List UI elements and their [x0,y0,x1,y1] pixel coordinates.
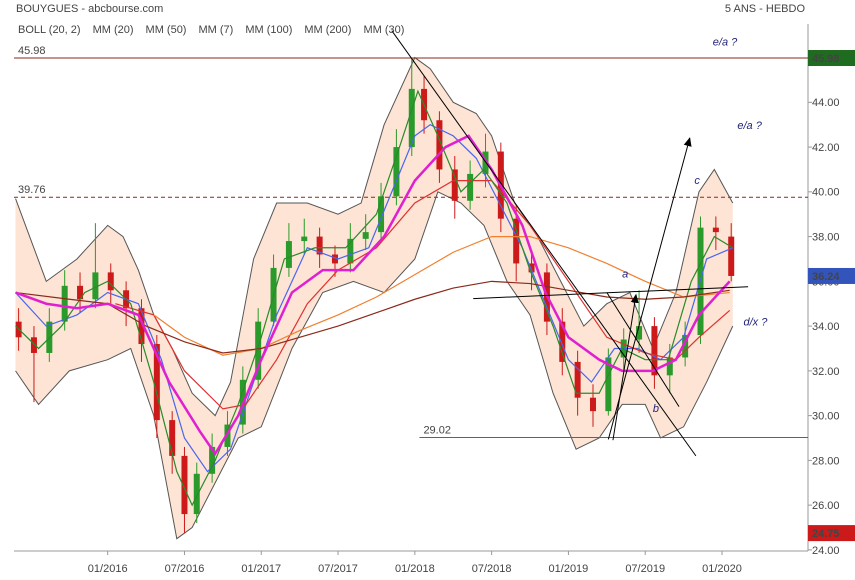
candle-body [378,196,385,233]
y-tick-label: 30.00 [812,411,840,423]
trendline [473,286,749,300]
moving-average [153,235,730,356]
candle-body [408,88,415,148]
candle-body [451,169,458,201]
candle-body [30,337,37,353]
y-tick-label: 40.00 [812,187,840,199]
trendline [391,30,697,457]
moving-average [15,280,730,354]
price-tag-label: 45.98 [812,53,840,65]
candle-body [636,326,643,340]
legend-entry: BOLL (20, 2) [18,24,81,36]
candle-body [513,218,520,264]
legend-entry: MM (7) [198,24,233,36]
moving-average [15,134,731,456]
candle-body [605,357,612,412]
y-tick-label: 44.00 [812,97,840,109]
y-tick-label: 34.00 [812,321,840,333]
legend-entry: MM (50) [146,24,187,36]
legend-entry: MM (100) [245,24,292,36]
level-label: 39.76 [18,184,46,196]
candle-body [153,344,160,421]
price-tag [808,267,855,284]
candle-body [285,241,292,268]
candle-body [712,227,719,233]
bollinger-upper [15,56,734,417]
x-tick-label: 01/2019 [549,563,589,575]
candle-body [528,263,535,273]
candle-body [331,254,338,264]
candle-body [169,420,176,456]
moving-average [15,89,734,507]
legend-entry: MM (20) [93,24,134,36]
candle-body [436,120,443,170]
annotation: d/x ? [743,316,768,328]
candle-body [77,285,84,300]
candle-body [347,238,354,264]
trendline [607,137,692,440]
candle-body [193,473,200,515]
candle-body [589,397,596,412]
price-tag [808,50,855,67]
chart-title: BOUYGUES - abcbourse.com [16,3,163,15]
candle-body [362,232,369,239]
x-tick-label: 01/2020 [702,563,742,575]
level-label: 29.02 [423,424,451,436]
x-tick-label: 01/2018 [395,563,435,575]
candle-body [209,446,216,474]
legend-entry: MM (200) [304,24,351,36]
candle-body [559,321,566,362]
x-tick-label: 07/2017 [318,563,358,575]
chart-subtitle: 5 ANS - HEBDO [725,3,806,15]
bollinger-lower [15,191,734,540]
candle-body [255,321,262,380]
candle-body [651,326,658,376]
y-tick-label: 32.00 [812,366,840,378]
candle-body [574,361,581,398]
x-tick-label: 07/2018 [472,563,512,575]
price-tag [808,525,855,542]
y-tick-label: 28.00 [812,455,840,467]
price-tag-label: 24.75 [812,528,840,540]
annotation: a [622,269,628,281]
candle-body [666,357,673,376]
moving-average [15,124,733,473]
candle-body [138,308,145,345]
x-tick-label: 01/2017 [241,563,281,575]
candle-body [92,272,99,300]
level-label: 45.98 [18,45,46,57]
candle-body [728,236,735,276]
legend-entry: MM (30) [363,24,404,36]
annotation: c [694,175,700,187]
candle-body [393,147,400,197]
x-tick-label: 07/2016 [165,563,205,575]
candle-body [682,335,689,358]
price-tag-label: 36.24 [812,271,840,283]
annotation: e/a ? [713,36,738,48]
trendline [612,293,639,441]
y-tick-label: 26.00 [812,500,840,512]
bollinger-band [15,57,733,539]
candle-body [61,285,68,322]
y-tick-label: 24.00 [812,545,840,557]
candle-body [107,272,114,291]
x-tick-label: 07/2019 [625,563,665,575]
y-tick-label: 42.00 [812,142,840,154]
x-tick-label: 01/2016 [88,563,128,575]
annotation: b [653,403,659,415]
candle-body [467,173,474,201]
candle-body [316,236,323,255]
candle-body [301,236,308,242]
y-tick-label: 38.00 [812,231,840,243]
trendline [606,292,680,407]
candle-body [181,455,188,515]
candle-body [482,151,489,174]
annotation: e/a ? [737,120,762,132]
